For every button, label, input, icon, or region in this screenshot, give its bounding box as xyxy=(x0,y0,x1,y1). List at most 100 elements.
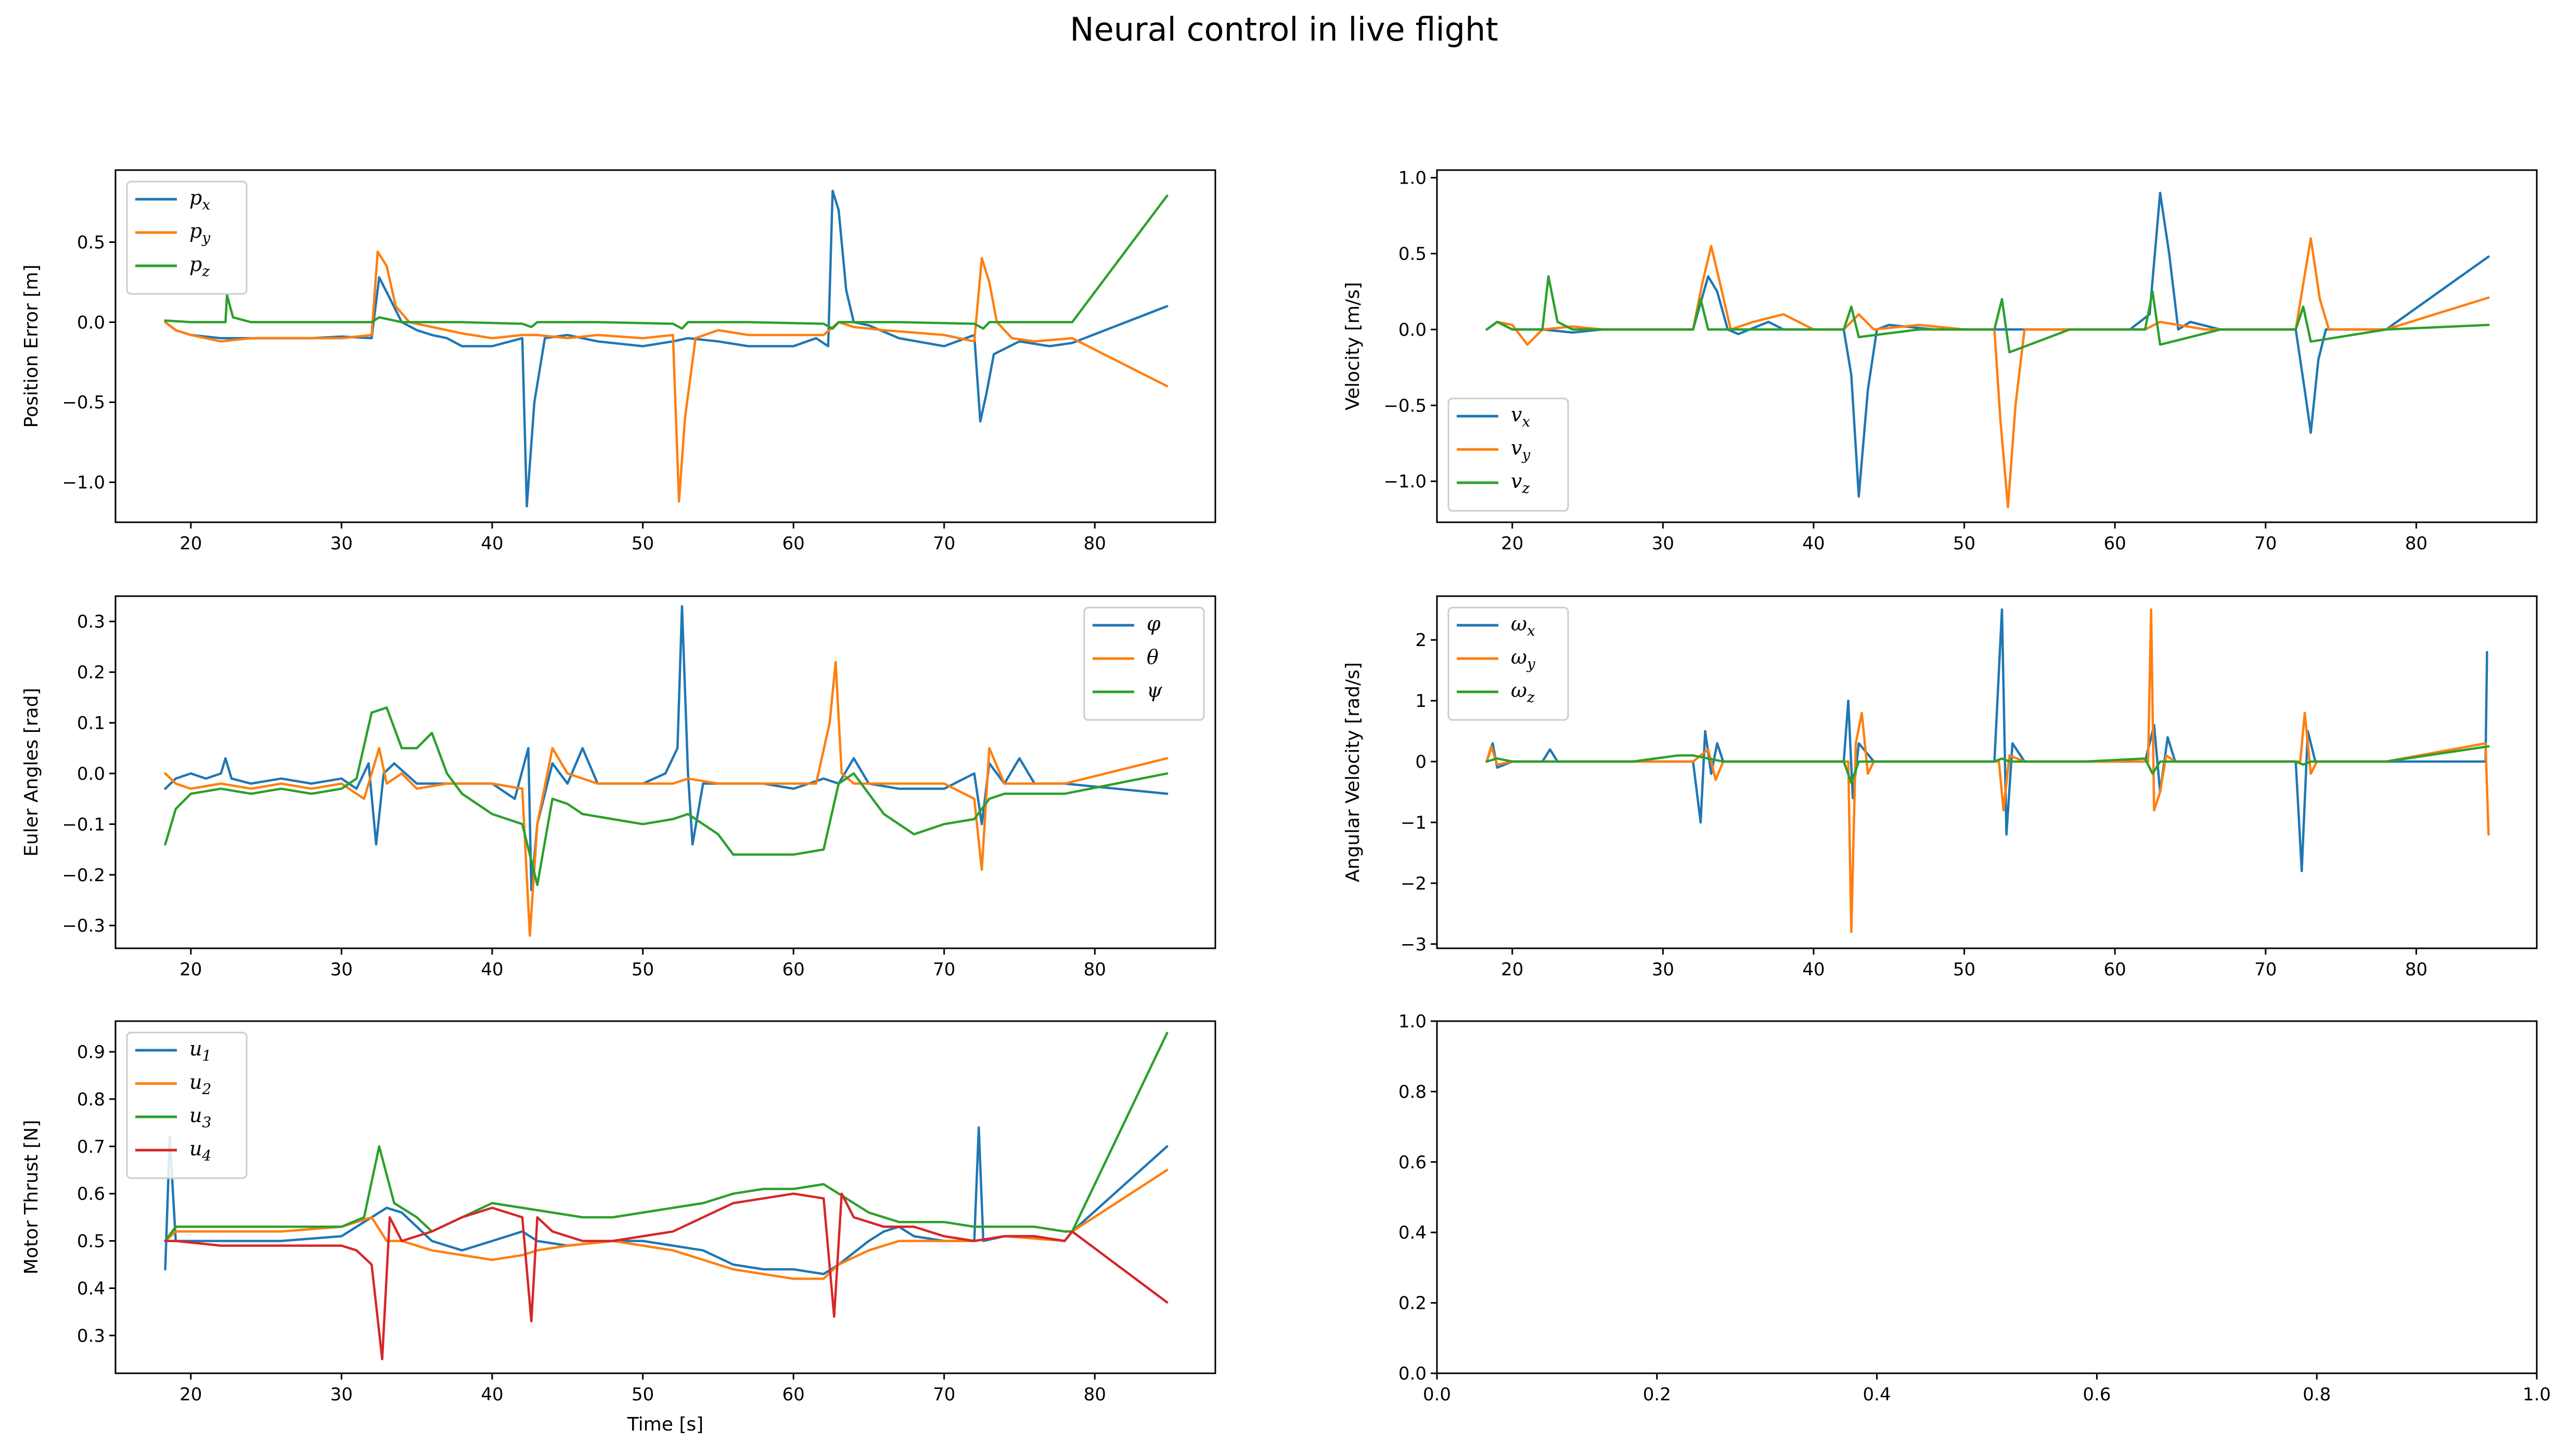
x-tick-label: 40 xyxy=(1802,959,1825,980)
x-tick-label: 20 xyxy=(179,1384,202,1405)
x-tick-label: 80 xyxy=(2405,533,2428,554)
x-tick-label: 1.0 xyxy=(2523,1384,2551,1405)
x-tick-label: 20 xyxy=(1501,533,1523,554)
series-line-thrust-2 xyxy=(164,1032,1169,1242)
x-tick-label: 20 xyxy=(179,533,202,554)
legend-label: φ xyxy=(1147,612,1161,635)
axes-empty: 0.0 0.2 0.4 0.6 0.8 1.0 0.0 0.2 0.4 0.6 0.8 1.0 xyxy=(1398,1011,2551,1405)
x-tick-label: 50 xyxy=(1953,533,1975,554)
legend-label: ωx xyxy=(1511,612,1535,639)
x-tick-label: 50 xyxy=(632,959,654,980)
axes-frame xyxy=(1436,595,2538,949)
series-line-thrust-1 xyxy=(164,1168,1169,1280)
series-line-euler-0 xyxy=(164,605,1169,892)
legend-label: ωy xyxy=(1511,646,1536,673)
x-tick-label: 70 xyxy=(933,1384,955,1405)
x-tick-label: 80 xyxy=(1084,1384,1106,1405)
legend-label: u1 xyxy=(189,1037,211,1064)
y-tick-label: 1 xyxy=(1415,691,1427,712)
x-tick-label: 30 xyxy=(330,959,353,980)
axes-frame xyxy=(114,1020,1216,1374)
y-axis-label: Motor Thrust [N] xyxy=(21,1120,42,1274)
y-tick-label: 2 xyxy=(1415,630,1427,651)
legend-box xyxy=(126,1032,248,1179)
axes-angvel: 20 30 40 50 60 70 80 −3 −2 −1 0 1 2 Angular Velocity … xyxy=(1342,595,2538,980)
y-tick-label: −2 xyxy=(1401,873,1427,894)
y-tick-label: 0 xyxy=(1415,752,1427,772)
x-tick-label: 60 xyxy=(782,959,805,980)
x-tick-label: 70 xyxy=(2254,959,2277,980)
legend-label: u2 xyxy=(189,1071,211,1098)
x-tick-label: 20 xyxy=(1501,959,1523,980)
y-tick-label: −3 xyxy=(1401,934,1427,955)
x-tick-label: 80 xyxy=(2405,959,2428,980)
axes-frame xyxy=(114,169,1216,523)
legend-label: vz xyxy=(1511,470,1530,497)
legend-euler: φθψ xyxy=(1083,607,1205,721)
y-tick-label: 0.5 xyxy=(77,232,105,253)
y-tick-label: 0.6 xyxy=(77,1184,105,1205)
legend-label: ψ xyxy=(1147,679,1163,702)
series-line-pos-1 xyxy=(164,250,1169,503)
x-tick-label: 40 xyxy=(481,959,503,980)
x-tick-label: 70 xyxy=(933,533,955,554)
y-tick-label: 1.0 xyxy=(1398,168,1427,189)
y-tick-label: −0.5 xyxy=(1383,395,1427,416)
y-tick-label: 0.0 xyxy=(77,764,105,784)
x-tick-label: 40 xyxy=(481,533,503,554)
series-line-pos-2 xyxy=(164,194,1169,330)
series-line-euler-2 xyxy=(164,706,1169,886)
y-tick-label: 0.9 xyxy=(77,1042,105,1063)
y-tick-label: 0.8 xyxy=(1398,1081,1427,1102)
y-tick-label: −1.0 xyxy=(62,472,105,493)
legend-angvel: ωx ωy ωz xyxy=(1447,607,1569,721)
y-tick-label: 0.5 xyxy=(77,1231,105,1252)
axes-frame xyxy=(1436,1020,2538,1374)
legend-label: px xyxy=(189,186,210,213)
y-tick-label: 0.4 xyxy=(77,1278,105,1299)
x-axis-label: Time [s] xyxy=(627,1414,703,1435)
x-tick-label: 50 xyxy=(1953,959,1975,980)
y-tick-label: 0.0 xyxy=(77,312,105,333)
legend-label: pz xyxy=(189,253,210,280)
y-tick-label: −1 xyxy=(1401,813,1427,833)
axes-pos: 20 30 40 50 60 70 80 −1.0 −0.5 0.0 0.5 Position Err… xyxy=(21,169,1216,554)
y-tick-label: 0.6 xyxy=(1398,1152,1427,1173)
y-tick-label: 0.4 xyxy=(1398,1222,1427,1243)
y-tick-label: 1.0 xyxy=(1398,1011,1427,1032)
y-axis-label: Velocity [m/s] xyxy=(1342,282,1364,410)
y-tick-label: 0.0 xyxy=(1398,1363,1427,1384)
y-axis-label: Angular Velocity [rad/s] xyxy=(1342,662,1364,882)
x-tick-label: 60 xyxy=(2104,533,2126,554)
y-tick-label: 0.8 xyxy=(77,1089,105,1110)
y-tick-label: 0.0 xyxy=(1398,319,1427,340)
x-tick-label: 50 xyxy=(632,1384,654,1405)
x-tick-label: 0.4 xyxy=(1863,1384,1891,1405)
series-line-thrust-0 xyxy=(164,1126,1169,1275)
y-tick-label: 0.5 xyxy=(1398,243,1427,264)
y-tick-label: −0.2 xyxy=(62,865,105,886)
axes-vel: 20 30 40 50 60 70 80 −1.0 −0.5 0.0 0.5 1.0 Velocity … xyxy=(1342,168,2538,554)
legend-label: θ xyxy=(1147,646,1159,668)
x-tick-label: 60 xyxy=(782,1384,805,1405)
x-tick-label: 0.2 xyxy=(1643,1384,1671,1405)
y-tick-label: −0.3 xyxy=(62,916,105,936)
series-line-angvel-1 xyxy=(1485,608,2490,933)
x-tick-label: 50 xyxy=(632,533,654,554)
legend-label: u3 xyxy=(189,1104,211,1131)
y-tick-label: 0.2 xyxy=(1398,1293,1427,1314)
y-tick-label: 0.1 xyxy=(77,713,105,734)
x-tick-label: 40 xyxy=(481,1384,503,1405)
x-tick-label: 30 xyxy=(1652,533,1674,554)
x-tick-label: 60 xyxy=(2104,959,2126,980)
series-line-vel-2 xyxy=(1485,275,2490,354)
y-axis-label: Euler Angles [rad] xyxy=(21,688,42,856)
y-tick-label: −0.1 xyxy=(62,814,105,835)
axes-thrust: 20 30 40 50 60 70 80 0.3 0.4 0.5 0.6 0.7 0.8 0.9 Motor… xyxy=(21,1020,1216,1435)
legend-vel: vx vy vz xyxy=(1447,397,1569,512)
y-tick-label: 0.2 xyxy=(77,662,105,683)
legend-label: py xyxy=(189,220,211,247)
